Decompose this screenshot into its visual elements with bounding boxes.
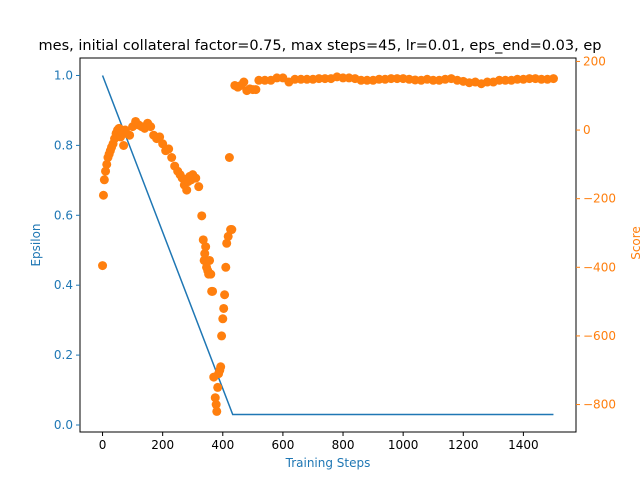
epsilon-series	[101, 75, 554, 416]
x-tick-label: 1400	[508, 438, 539, 452]
score-point	[227, 225, 237, 235]
score-point	[221, 262, 231, 272]
score-point	[239, 77, 249, 87]
x-tick-label: 800	[332, 438, 355, 452]
x-axis-label: Training Steps	[285, 456, 371, 470]
x-tick-label: 400	[211, 438, 234, 452]
score-series	[98, 72, 558, 416]
score-point	[200, 249, 210, 259]
score-point	[146, 122, 156, 132]
left-y-tick-label: 0.4	[54, 278, 73, 292]
x-tick-label: 1200	[448, 438, 479, 452]
score-point	[197, 211, 207, 221]
score-point	[102, 159, 112, 169]
axes-frame	[79, 57, 577, 433]
left-y-tick-label: 0.8	[54, 138, 73, 152]
score-point	[194, 182, 204, 192]
x-axis: 0 200 400 600 800 1000 1200 1400	[99, 432, 539, 452]
score-point	[208, 286, 218, 296]
right-y-tick-label: −400	[583, 260, 616, 274]
score-point	[212, 406, 222, 416]
left-y-tick-label: 0.2	[54, 348, 73, 362]
right-y-axis: 200 0 −200 −400 −600 −800	[576, 54, 616, 412]
score-point	[217, 331, 227, 341]
right-y-tick-label: −200	[583, 192, 616, 206]
score-point	[201, 242, 211, 252]
score-point	[164, 144, 174, 154]
x-tick-label: 200	[151, 438, 174, 452]
right-y-tick-label: −800	[583, 398, 616, 412]
score-point	[222, 238, 232, 248]
right-y-axis-label: Score	[629, 226, 640, 260]
score-point	[191, 173, 201, 183]
chart-title: mes, initial collateral factor=0.75, max…	[39, 38, 602, 54]
score-point	[224, 153, 234, 162]
score-point	[218, 314, 228, 324]
score-point	[216, 362, 226, 372]
score-point	[220, 290, 230, 300]
score-point	[101, 166, 111, 176]
right-y-tick-label: 200	[583, 54, 606, 68]
score-point	[155, 132, 165, 142]
left-y-axis-label: Epsilon	[29, 223, 43, 266]
score-point	[182, 185, 192, 195]
score-point	[198, 235, 208, 245]
left-y-tick-label: 1.0	[54, 68, 73, 82]
score-point	[99, 175, 109, 185]
score-point	[98, 190, 108, 200]
score-point	[125, 130, 135, 140]
score-point	[167, 153, 177, 162]
right-y-tick-label: −600	[583, 329, 616, 343]
score-point	[213, 382, 223, 392]
score-point	[251, 85, 261, 95]
score-point	[210, 393, 220, 403]
score-point	[548, 74, 558, 84]
left-y-axis: 0.0 0.2 0.4 0.6 0.8 1.0	[54, 68, 80, 432]
score-point	[211, 400, 221, 410]
score-point	[158, 139, 168, 149]
x-tick-label: 1000	[388, 438, 419, 452]
score-point	[219, 303, 229, 313]
score-point	[206, 269, 216, 279]
x-tick-label: 0	[99, 438, 107, 452]
right-y-tick-label: 0	[583, 123, 591, 137]
score-point	[205, 255, 215, 265]
score-point	[223, 231, 233, 241]
score-point	[119, 141, 129, 150]
left-y-tick-label: 0.0	[54, 418, 73, 432]
score-point	[98, 261, 108, 271]
epsilon-line	[101, 75, 554, 416]
left-y-tick-label: 0.6	[54, 208, 73, 222]
x-tick-label: 600	[271, 438, 294, 452]
